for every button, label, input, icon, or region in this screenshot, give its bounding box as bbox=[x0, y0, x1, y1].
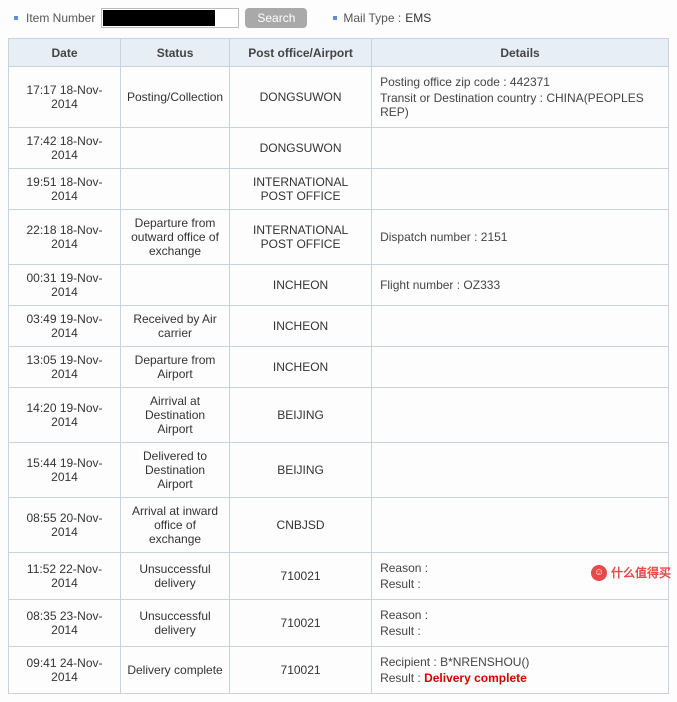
search-bar: Item Number Search Mail Type : EMS bbox=[8, 8, 669, 28]
cell-status: Posting/Collection bbox=[121, 67, 230, 128]
cell-status bbox=[121, 265, 230, 306]
details-line: Result : bbox=[380, 577, 662, 591]
mail-type-value: EMS bbox=[405, 11, 431, 25]
bullet-icon bbox=[14, 16, 18, 20]
cell-status: Delivered to Destination Airport bbox=[121, 443, 230, 498]
cell-date: 17:42 18-Nov-2014 bbox=[9, 128, 121, 169]
cell-date: 17:17 18-Nov-2014 bbox=[9, 67, 121, 128]
cell-date: 09:41 24-Nov-2014 bbox=[9, 647, 121, 694]
details-line: Transit or Destination country : CHINA(P… bbox=[380, 91, 662, 119]
cell-status: Departure from outward office of exchang… bbox=[121, 210, 230, 265]
details-line: Reason : bbox=[380, 561, 662, 575]
tracking-table: Date Status Post office/Airport Details … bbox=[8, 38, 669, 694]
table-row: 13:05 19-Nov-2014Departure from AirportI… bbox=[9, 347, 669, 388]
item-number-input-wrap bbox=[101, 8, 239, 28]
cell-office: INTERNATIONAL POST OFFICE bbox=[230, 210, 372, 265]
table-row: 15:44 19-Nov-2014Delivered to Destinatio… bbox=[9, 443, 669, 498]
cell-office: 710021 bbox=[230, 553, 372, 600]
cell-status: Airrival at Destination Airport bbox=[121, 388, 230, 443]
table-row: 22:18 18-Nov-2014Departure from outward … bbox=[9, 210, 669, 265]
cell-details: Reason : Result : bbox=[372, 553, 669, 600]
cell-status bbox=[121, 128, 230, 169]
cell-details bbox=[372, 388, 669, 443]
cell-details: Flight number : OZ333 bbox=[372, 265, 669, 306]
header-status: Status bbox=[121, 39, 230, 67]
table-row: 14:20 19-Nov-2014Airrival at Destination… bbox=[9, 388, 669, 443]
details-line: Result : bbox=[380, 624, 662, 638]
cell-office: DONGSUWON bbox=[230, 128, 372, 169]
cell-office: BEIJING bbox=[230, 388, 372, 443]
cell-date: 11:52 22-Nov-2014 bbox=[9, 553, 121, 600]
table-row: 17:17 18-Nov-2014Posting/CollectionDONGS… bbox=[9, 67, 669, 128]
cell-details: Dispatch number : 2151 bbox=[372, 210, 669, 265]
table-row: 11:52 22-Nov-2014Unsuccessful delivery71… bbox=[9, 553, 669, 600]
header-details: Details bbox=[372, 39, 669, 67]
cell-status: Received by Air carrier bbox=[121, 306, 230, 347]
mail-type-label: Mail Type : bbox=[343, 11, 401, 25]
cell-status: Delivery complete bbox=[121, 647, 230, 694]
cell-office: 710021 bbox=[230, 600, 372, 647]
details-line: Dispatch number : 2151 bbox=[380, 230, 662, 244]
cell-date: 00:31 19-Nov-2014 bbox=[9, 265, 121, 306]
details-line: Recipient : B*NRENSHOU() bbox=[380, 655, 662, 669]
cell-details: Posting office zip code : 442371 Transit … bbox=[372, 67, 669, 128]
table-row: 08:35 23-Nov-2014Unsuccessful delivery71… bbox=[9, 600, 669, 647]
table-row: 03:49 19-Nov-2014Received by Air carrier… bbox=[9, 306, 669, 347]
header-office: Post office/Airport bbox=[230, 39, 372, 67]
cell-details: Recipient : B*NRENSHOU() Result : Deliver… bbox=[372, 647, 669, 694]
cell-office: INCHEON bbox=[230, 265, 372, 306]
cell-status: Unsuccessful delivery bbox=[121, 553, 230, 600]
cell-status bbox=[121, 169, 230, 210]
cell-details bbox=[372, 169, 669, 210]
cell-date: 14:20 19-Nov-2014 bbox=[9, 388, 121, 443]
search-button[interactable]: Search bbox=[245, 8, 307, 28]
cell-date: 03:49 19-Nov-2014 bbox=[9, 306, 121, 347]
cell-date: 08:35 23-Nov-2014 bbox=[9, 600, 121, 647]
cell-date: 15:44 19-Nov-2014 bbox=[9, 443, 121, 498]
cell-date: 08:55 20-Nov-2014 bbox=[9, 498, 121, 553]
cell-office: INTERNATIONAL POST OFFICE bbox=[230, 169, 372, 210]
cell-details: Reason : Result : bbox=[372, 600, 669, 647]
cell-office: INCHEON bbox=[230, 306, 372, 347]
cell-date: 19:51 18-Nov-2014 bbox=[9, 169, 121, 210]
item-number-label: Item Number bbox=[26, 11, 95, 25]
cell-status: Arrival at inward office of exchange bbox=[121, 498, 230, 553]
table-row: 09:41 24-Nov-2014Delivery complete710021… bbox=[9, 647, 669, 694]
cell-status: Departure from Airport bbox=[121, 347, 230, 388]
header-date: Date bbox=[9, 39, 121, 67]
item-number-input[interactable] bbox=[101, 8, 239, 28]
mail-type-group: Mail Type : EMS bbox=[333, 11, 431, 25]
cell-details bbox=[372, 347, 669, 388]
cell-office: DONGSUWON bbox=[230, 67, 372, 128]
table-row: 08:55 20-Nov-2014Arrival at inward offic… bbox=[9, 498, 669, 553]
details-line: Result : Delivery complete bbox=[380, 671, 662, 685]
details-line: Reason : bbox=[380, 608, 662, 622]
details-highlight: Delivery complete bbox=[424, 671, 527, 685]
table-header-row: Date Status Post office/Airport Details bbox=[9, 39, 669, 67]
cell-date: 13:05 19-Nov-2014 bbox=[9, 347, 121, 388]
cell-details bbox=[372, 498, 669, 553]
details-line: Flight number : OZ333 bbox=[380, 278, 662, 292]
cell-office: 710021 bbox=[230, 647, 372, 694]
table-row: 17:42 18-Nov-2014 DONGSUWON bbox=[9, 128, 669, 169]
details-line: Posting office zip code : 442371 bbox=[380, 75, 662, 89]
cell-details bbox=[372, 306, 669, 347]
table-row: 19:51 18-Nov-2014 INTERNATIONAL POST OFFI… bbox=[9, 169, 669, 210]
cell-office: CNBJSD bbox=[230, 498, 372, 553]
cell-status: Unsuccessful delivery bbox=[121, 600, 230, 647]
cell-date: 22:18 18-Nov-2014 bbox=[9, 210, 121, 265]
cell-office: INCHEON bbox=[230, 347, 372, 388]
cell-details bbox=[372, 128, 669, 169]
cell-details bbox=[372, 443, 669, 498]
details-prefix: Result : bbox=[380, 671, 424, 685]
bullet-icon bbox=[333, 16, 337, 20]
cell-office: BEIJING bbox=[230, 443, 372, 498]
table-row: 00:31 19-Nov-2014 INCHEON Flight number : … bbox=[9, 265, 669, 306]
